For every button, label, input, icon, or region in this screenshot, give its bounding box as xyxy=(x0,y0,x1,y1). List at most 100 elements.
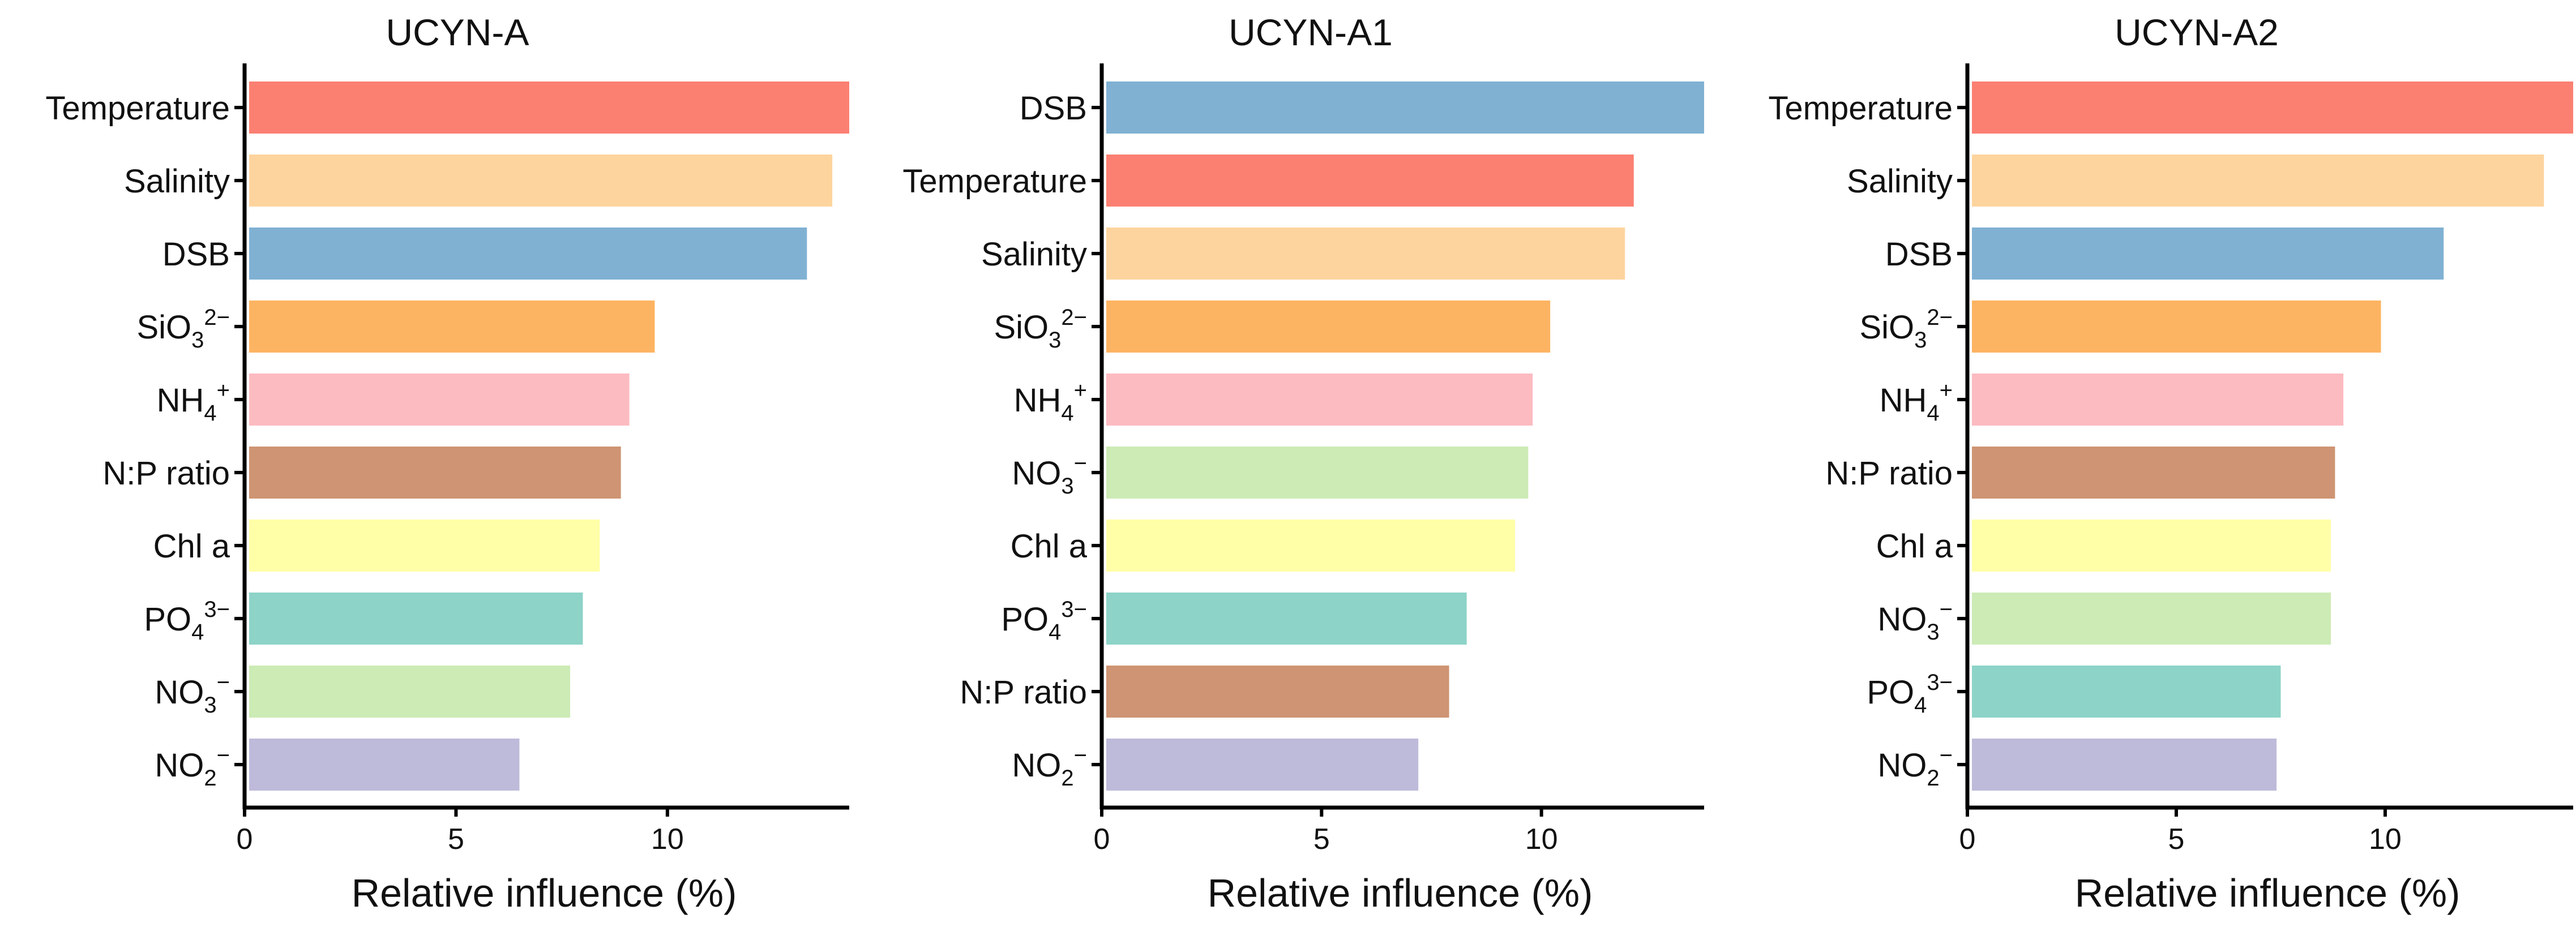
x-tick-label: 5 xyxy=(2168,823,2185,856)
category-label-subscript: 4 xyxy=(1061,401,1073,426)
bar-sio3 xyxy=(1106,301,1551,353)
bar-temperature xyxy=(1972,81,2573,134)
bar-po4 xyxy=(249,593,583,645)
category-label-subscript: 2 xyxy=(204,766,216,791)
bar-sio3 xyxy=(249,301,655,353)
category-label-base: NO xyxy=(155,747,204,784)
category-label-base: PO xyxy=(1001,601,1049,638)
category-label-superscript: − xyxy=(217,670,230,695)
category-label-base: DSB xyxy=(1020,90,1087,127)
category-label: DSB xyxy=(1885,236,1953,273)
category-label-superscript: 3− xyxy=(204,597,230,622)
category-label-superscript: 2− xyxy=(204,305,230,330)
x-tick-label: 5 xyxy=(1313,823,1330,856)
bar-nh4 xyxy=(1106,374,1533,426)
category-label: N:P ratio xyxy=(1825,455,1953,492)
bar-po4 xyxy=(1972,666,2281,718)
bar-dsb xyxy=(249,228,807,280)
bar-temperature xyxy=(249,81,849,134)
chart-panel-1: UCYN-ATemperatureSalinityDSBSiO32−NH4+N:… xyxy=(45,11,849,915)
category-label-superscript: + xyxy=(217,378,230,403)
category-label-superscript: − xyxy=(217,743,230,768)
x-tick-label: 5 xyxy=(448,823,464,856)
bar-chl xyxy=(249,520,600,572)
category-label: PO43− xyxy=(1001,597,1087,645)
category-label-base: N:P ratio xyxy=(1825,455,1953,492)
x-tick-label: 10 xyxy=(1525,823,1558,856)
category-label-base: Salinity xyxy=(1847,163,1953,200)
category-label-base: Chl a xyxy=(1011,528,1088,565)
bar-no3 xyxy=(249,666,571,718)
category-label: NO3− xyxy=(155,670,230,718)
category-label-superscript: 3− xyxy=(1927,670,1953,695)
bar-no2 xyxy=(249,739,520,791)
category-label-base: NO xyxy=(155,674,204,711)
category-label-base: N:P ratio xyxy=(102,455,230,492)
category-label-base: SiO xyxy=(994,309,1049,346)
category-label-subscript: 2 xyxy=(1927,766,1939,791)
chart-panel-3: UCYN-A2TemperatureSalinityDSBSiO32−NH4+N… xyxy=(1768,11,2573,915)
panel-title: UCYN-A1 xyxy=(1229,11,1393,53)
category-label: Chl a xyxy=(1011,528,1088,565)
bar-no3 xyxy=(1106,447,1529,499)
category-label-base: NH xyxy=(1014,382,1062,419)
category-label-base: DSB xyxy=(1885,236,1953,273)
panel-title: UCYN-A xyxy=(386,11,529,53)
category-label-superscript: 2− xyxy=(1061,305,1087,330)
bar-salinity xyxy=(1106,228,1625,280)
x-axis-title: Relative influence (%) xyxy=(2075,871,2461,915)
category-label-subscript: 4 xyxy=(1049,620,1061,645)
category-label: Chl a xyxy=(153,528,230,565)
category-label-base: PO xyxy=(1867,674,1914,711)
category-label-base: SiO xyxy=(1859,309,1914,346)
x-tick-label: 0 xyxy=(1094,823,1110,856)
bar-sio3 xyxy=(1972,301,2381,353)
bar-nh4 xyxy=(249,374,630,426)
category-label-superscript: 3− xyxy=(1061,597,1087,622)
x-tick-label: 10 xyxy=(651,823,684,856)
category-label: NH4+ xyxy=(1880,378,1953,426)
category-label: NH4+ xyxy=(157,378,230,426)
bar-chl xyxy=(1106,520,1516,572)
category-label-subscript: 3 xyxy=(1049,328,1061,353)
category-label: PO43− xyxy=(144,597,230,645)
category-label: DSB xyxy=(1020,90,1087,127)
category-label: Salinity xyxy=(124,163,230,200)
bar-temperature xyxy=(1106,154,1634,207)
category-label-base: NO xyxy=(1877,747,1927,784)
category-label-superscript: − xyxy=(1074,451,1087,476)
category-label-base: NO xyxy=(1012,747,1061,784)
category-label-base: NO xyxy=(1877,601,1927,638)
category-label-subscript: 4 xyxy=(204,401,216,426)
category-label-base: Salinity xyxy=(124,163,230,200)
bar-po4 xyxy=(1106,593,1467,645)
category-label: N:P ratio xyxy=(960,674,1087,711)
bar-salinity xyxy=(1972,154,2544,207)
category-label-base: SiO xyxy=(136,309,191,346)
category-label-base: Chl a xyxy=(153,528,230,565)
category-label-superscript: + xyxy=(1074,378,1087,403)
category-label-base: Chl a xyxy=(1876,528,1953,565)
category-label-superscript: 2− xyxy=(1927,305,1953,330)
bar-np xyxy=(1106,666,1449,718)
category-label: N:P ratio xyxy=(102,455,230,492)
bar-np xyxy=(1972,447,2335,499)
bar-salinity xyxy=(249,154,833,207)
category-label-subscript: 4 xyxy=(191,620,204,645)
category-label: Chl a xyxy=(1876,528,1953,565)
category-label: PO43− xyxy=(1867,670,1953,718)
category-label: DSB xyxy=(162,236,230,273)
x-axis-title: Relative influence (%) xyxy=(1208,871,1593,915)
category-label-base: N:P ratio xyxy=(960,674,1087,711)
category-label: NO3− xyxy=(1012,451,1087,499)
x-axis-title: Relative influence (%) xyxy=(352,871,737,915)
category-label-subscript: 4 xyxy=(1914,693,1927,718)
chart-panel-2: UCYN-A1DSBTemperatureSalinitySiO32−NH4+N… xyxy=(902,11,1704,915)
category-label: Temperature xyxy=(902,163,1087,200)
category-label: NO2− xyxy=(1012,743,1087,791)
bar-dsb xyxy=(1106,81,1704,134)
category-label: NH4+ xyxy=(1014,378,1087,426)
x-tick-label: 0 xyxy=(1959,823,1976,856)
